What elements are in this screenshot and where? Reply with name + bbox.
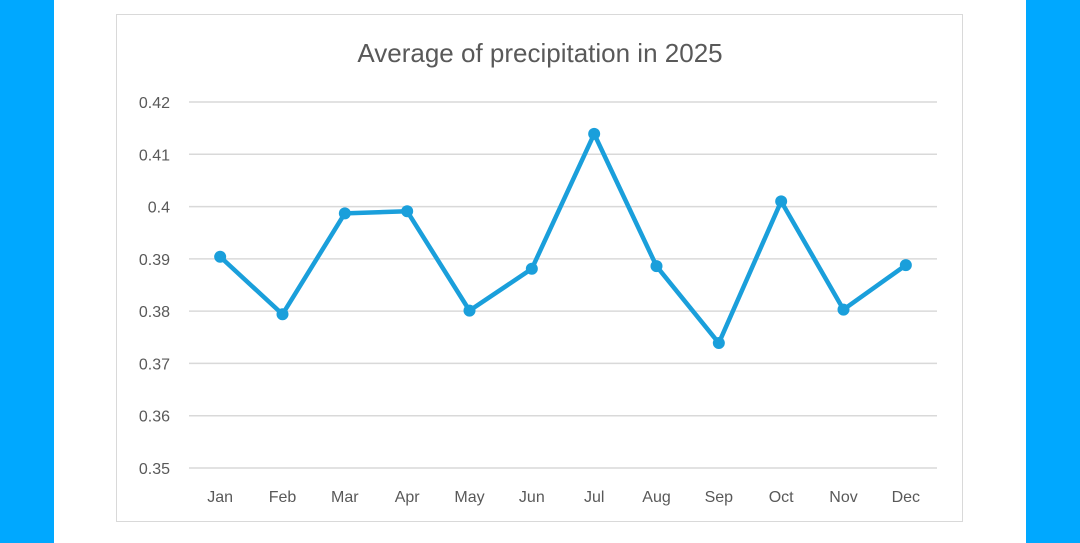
- x-tick-label-jul: Jul: [584, 489, 604, 506]
- x-tick-label-apr: Apr: [395, 489, 421, 506]
- x-tick-label-nov: Nov: [829, 489, 857, 506]
- y-tick-label: 0.4: [148, 200, 170, 217]
- y-tick-label: 0.38: [139, 304, 170, 321]
- data-point-oct: [775, 195, 788, 208]
- data-point-jul: [588, 127, 601, 140]
- y-tick-label: 0.36: [139, 409, 170, 426]
- x-axis-ticks: Jan Feb Mar Apr May Jun Jul Aug Sep Oct Nov Dec: [207, 489, 920, 506]
- data-point-mar: [338, 207, 351, 220]
- data-point-dec: [899, 259, 912, 272]
- data-point-feb: [276, 308, 289, 321]
- y-tick-label: 0.42: [139, 95, 170, 112]
- data-point-may: [463, 304, 476, 317]
- data-point-sep: [712, 337, 725, 350]
- x-tick-label-may: May: [454, 489, 484, 506]
- x-tick-label-sep: Sep: [705, 489, 734, 506]
- y-tick-label: 0.41: [139, 147, 170, 164]
- x-tick-label-dec: Dec: [892, 489, 920, 506]
- data-point-apr: [401, 205, 414, 218]
- y-tick-label: 0.35: [139, 461, 170, 478]
- x-tick-label-jun: Jun: [519, 489, 545, 506]
- series-line: [217, 131, 909, 346]
- chart-title: Average of precipitation in 2025: [357, 38, 722, 68]
- y-axis-ticks: 0.42 0.41 0.4 0.39 0.38 0.37 0.36 0.35: [139, 95, 170, 478]
- y-tick-label: 0.39: [139, 252, 170, 269]
- x-tick-label-feb: Feb: [269, 489, 297, 506]
- series-average-precipitation: [214, 127, 912, 350]
- y-tick-label: 0.37: [139, 356, 170, 373]
- data-point-aug: [650, 260, 663, 273]
- x-tick-label-oct: Oct: [769, 489, 794, 506]
- data-point-nov: [837, 303, 850, 316]
- x-tick-label-jan: Jan: [207, 489, 233, 506]
- data-point-jun: [525, 262, 538, 275]
- x-tick-label-mar: Mar: [331, 489, 359, 506]
- x-tick-label-aug: Aug: [642, 489, 670, 506]
- data-point-jan: [214, 250, 227, 263]
